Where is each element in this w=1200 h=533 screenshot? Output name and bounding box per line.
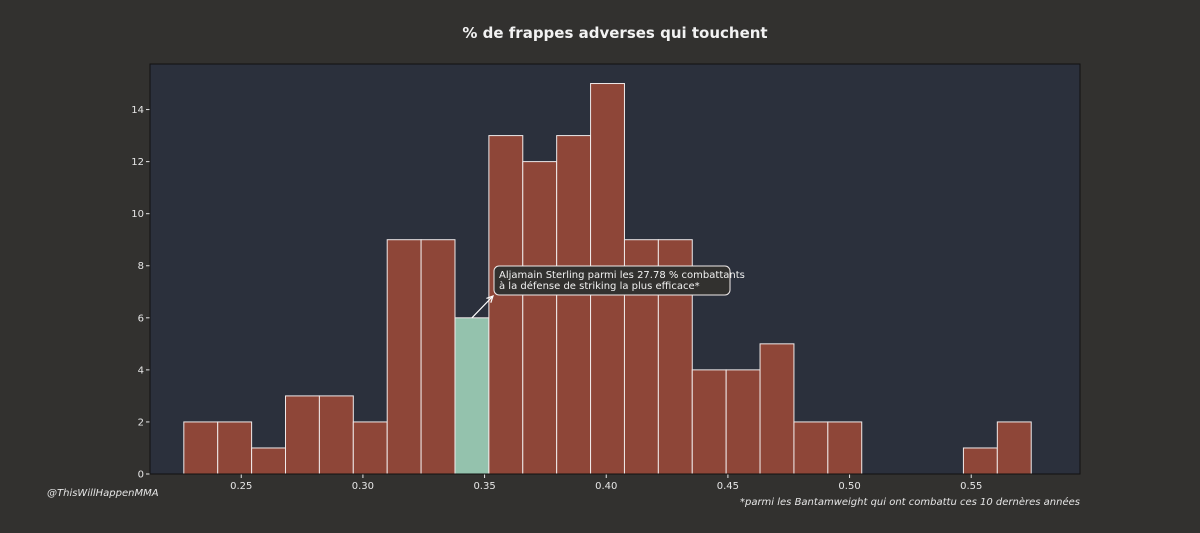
y-tick-label: 0 — [138, 470, 144, 481]
bars — [183, 83, 1032, 475]
histogram-bar — [285, 395, 320, 475]
x-tick-label: 0.35 — [473, 481, 495, 492]
histogram-bar — [691, 369, 727, 475]
y-tick-label: 12 — [131, 157, 144, 168]
chart-title: % de frappes adverses qui touchent — [462, 24, 767, 42]
axis-ticks: 0.25 0.30 0.35 0.40 0.45 0.50 0.55 0 2 4 6 8 10 12 14 — [131, 105, 982, 492]
histogram-bar — [251, 447, 287, 475]
histogram-bar — [420, 239, 456, 475]
histogram-bar — [962, 447, 998, 475]
annotation-line-2: à la défense de striking la plus efficac… — [499, 280, 700, 292]
y-tick-label: 8 — [138, 261, 144, 272]
histogram-bar — [827, 421, 863, 475]
annotation-arrowhead — [486, 295, 494, 303]
y-tick-label: 6 — [138, 313, 144, 324]
histogram-bar — [725, 369, 761, 475]
histogram-bar — [352, 421, 388, 475]
x-tick-label: 0.50 — [838, 481, 860, 492]
y-tick-label: 14 — [131, 105, 144, 116]
histogram-bar — [759, 343, 795, 475]
x-tick-label: 0.40 — [595, 481, 617, 492]
histogram-bar — [217, 421, 253, 475]
annotation: Aljamain Sterling parmi les 27.78 % comb… — [471, 265, 745, 319]
y-tick-label: 2 — [138, 417, 144, 428]
histogram-bar-highlighted — [454, 317, 490, 475]
histogram-bar — [522, 161, 558, 475]
annotation-box — [493, 265, 731, 296]
footnote: *parmi les Bantamweight qui ont combattu… — [740, 496, 1080, 508]
annotation-arrow — [471, 295, 494, 319]
histogram-bar — [386, 239, 422, 475]
y-tick-label: 4 — [138, 365, 144, 376]
credit-handle: @ThisWillHappenMMA — [47, 488, 159, 499]
histogram-bar — [488, 135, 524, 475]
histogram-bar — [556, 135, 592, 475]
histogram-bar — [318, 395, 354, 475]
x-tick-label: 0.45 — [717, 481, 739, 492]
plot-frame — [149, 63, 1081, 475]
histogram-bar — [793, 421, 829, 475]
x-tick-label: 0.30 — [352, 481, 374, 492]
histogram-bar — [996, 421, 1032, 475]
x-tick-label: 0.55 — [960, 481, 982, 492]
histogram-bar — [183, 421, 219, 475]
x-tick-label: 0.25 — [230, 481, 252, 492]
annotation-line-1: Aljamain Sterling parmi les 27.78 % comb… — [499, 270, 745, 281]
y-tick-label: 10 — [131, 209, 144, 220]
